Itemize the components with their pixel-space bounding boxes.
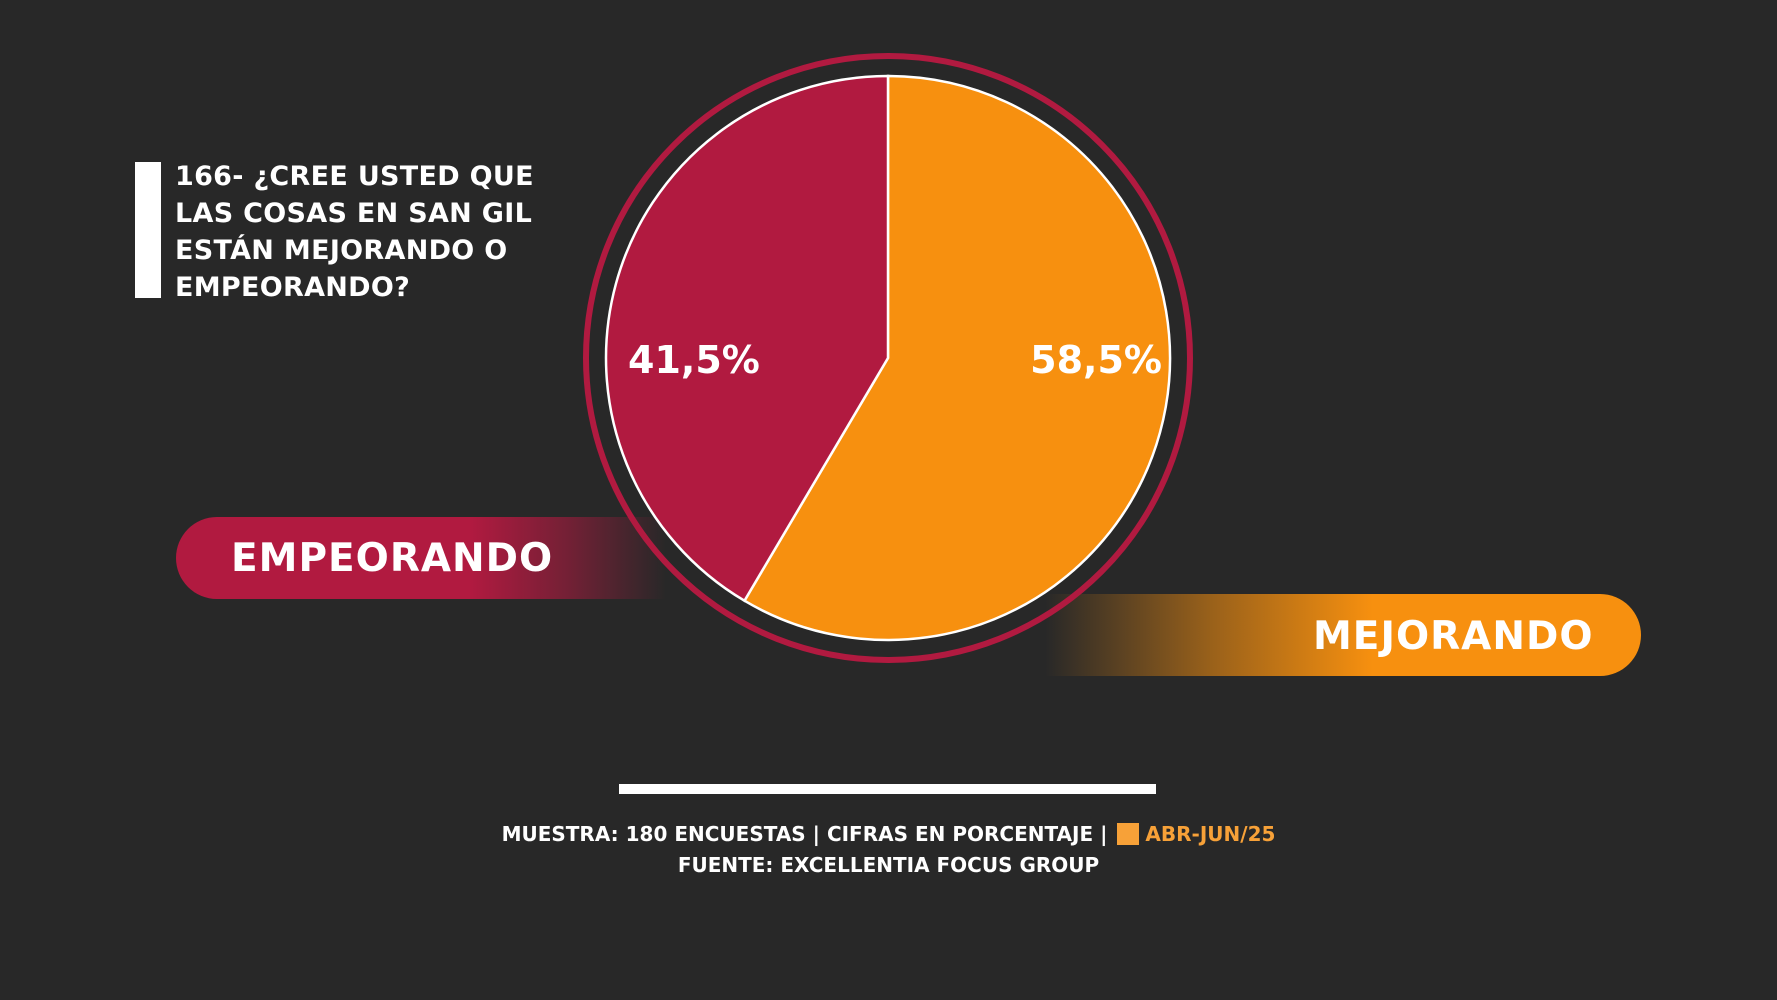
footer-period: ABR-JUN/25 — [1145, 822, 1276, 846]
legend-pill-mejorando — [1045, 594, 1641, 676]
title-accent-bar — [135, 162, 161, 298]
chart-title: 166- ¿CREE USTED QUE LAS COSAS EN SAN GI… — [175, 161, 534, 303]
legend-label-mejorando: MEJORANDO — [1313, 614, 1594, 659]
data-label-mejorando: 58,5% — [1030, 338, 1162, 382]
footer-sample-line: MUESTRA: 180 ENCUESTAS | CIFRAS EN PORCE… — [0, 820, 1777, 848]
footer-divider — [619, 784, 1156, 794]
period-legend-swatch — [1117, 823, 1140, 845]
legend-label-empeorando: EMPEORANDO — [231, 536, 554, 581]
legend-pill-empeorando — [176, 517, 666, 599]
pie-outer-ring — [583, 53, 1193, 663]
footer-sample-text: MUESTRA: 180 ENCUESTAS | CIFRAS EN PORCE… — [501, 822, 1108, 846]
pie-slice-empeorando — [604, 74, 890, 603]
footer-source: FUENTE: EXCELLENTIA FOCUS GROUP — [677, 853, 1100, 877]
data-label-empeorando: 41,5% — [628, 338, 760, 382]
pie-slice-mejorando — [742, 74, 1172, 642]
